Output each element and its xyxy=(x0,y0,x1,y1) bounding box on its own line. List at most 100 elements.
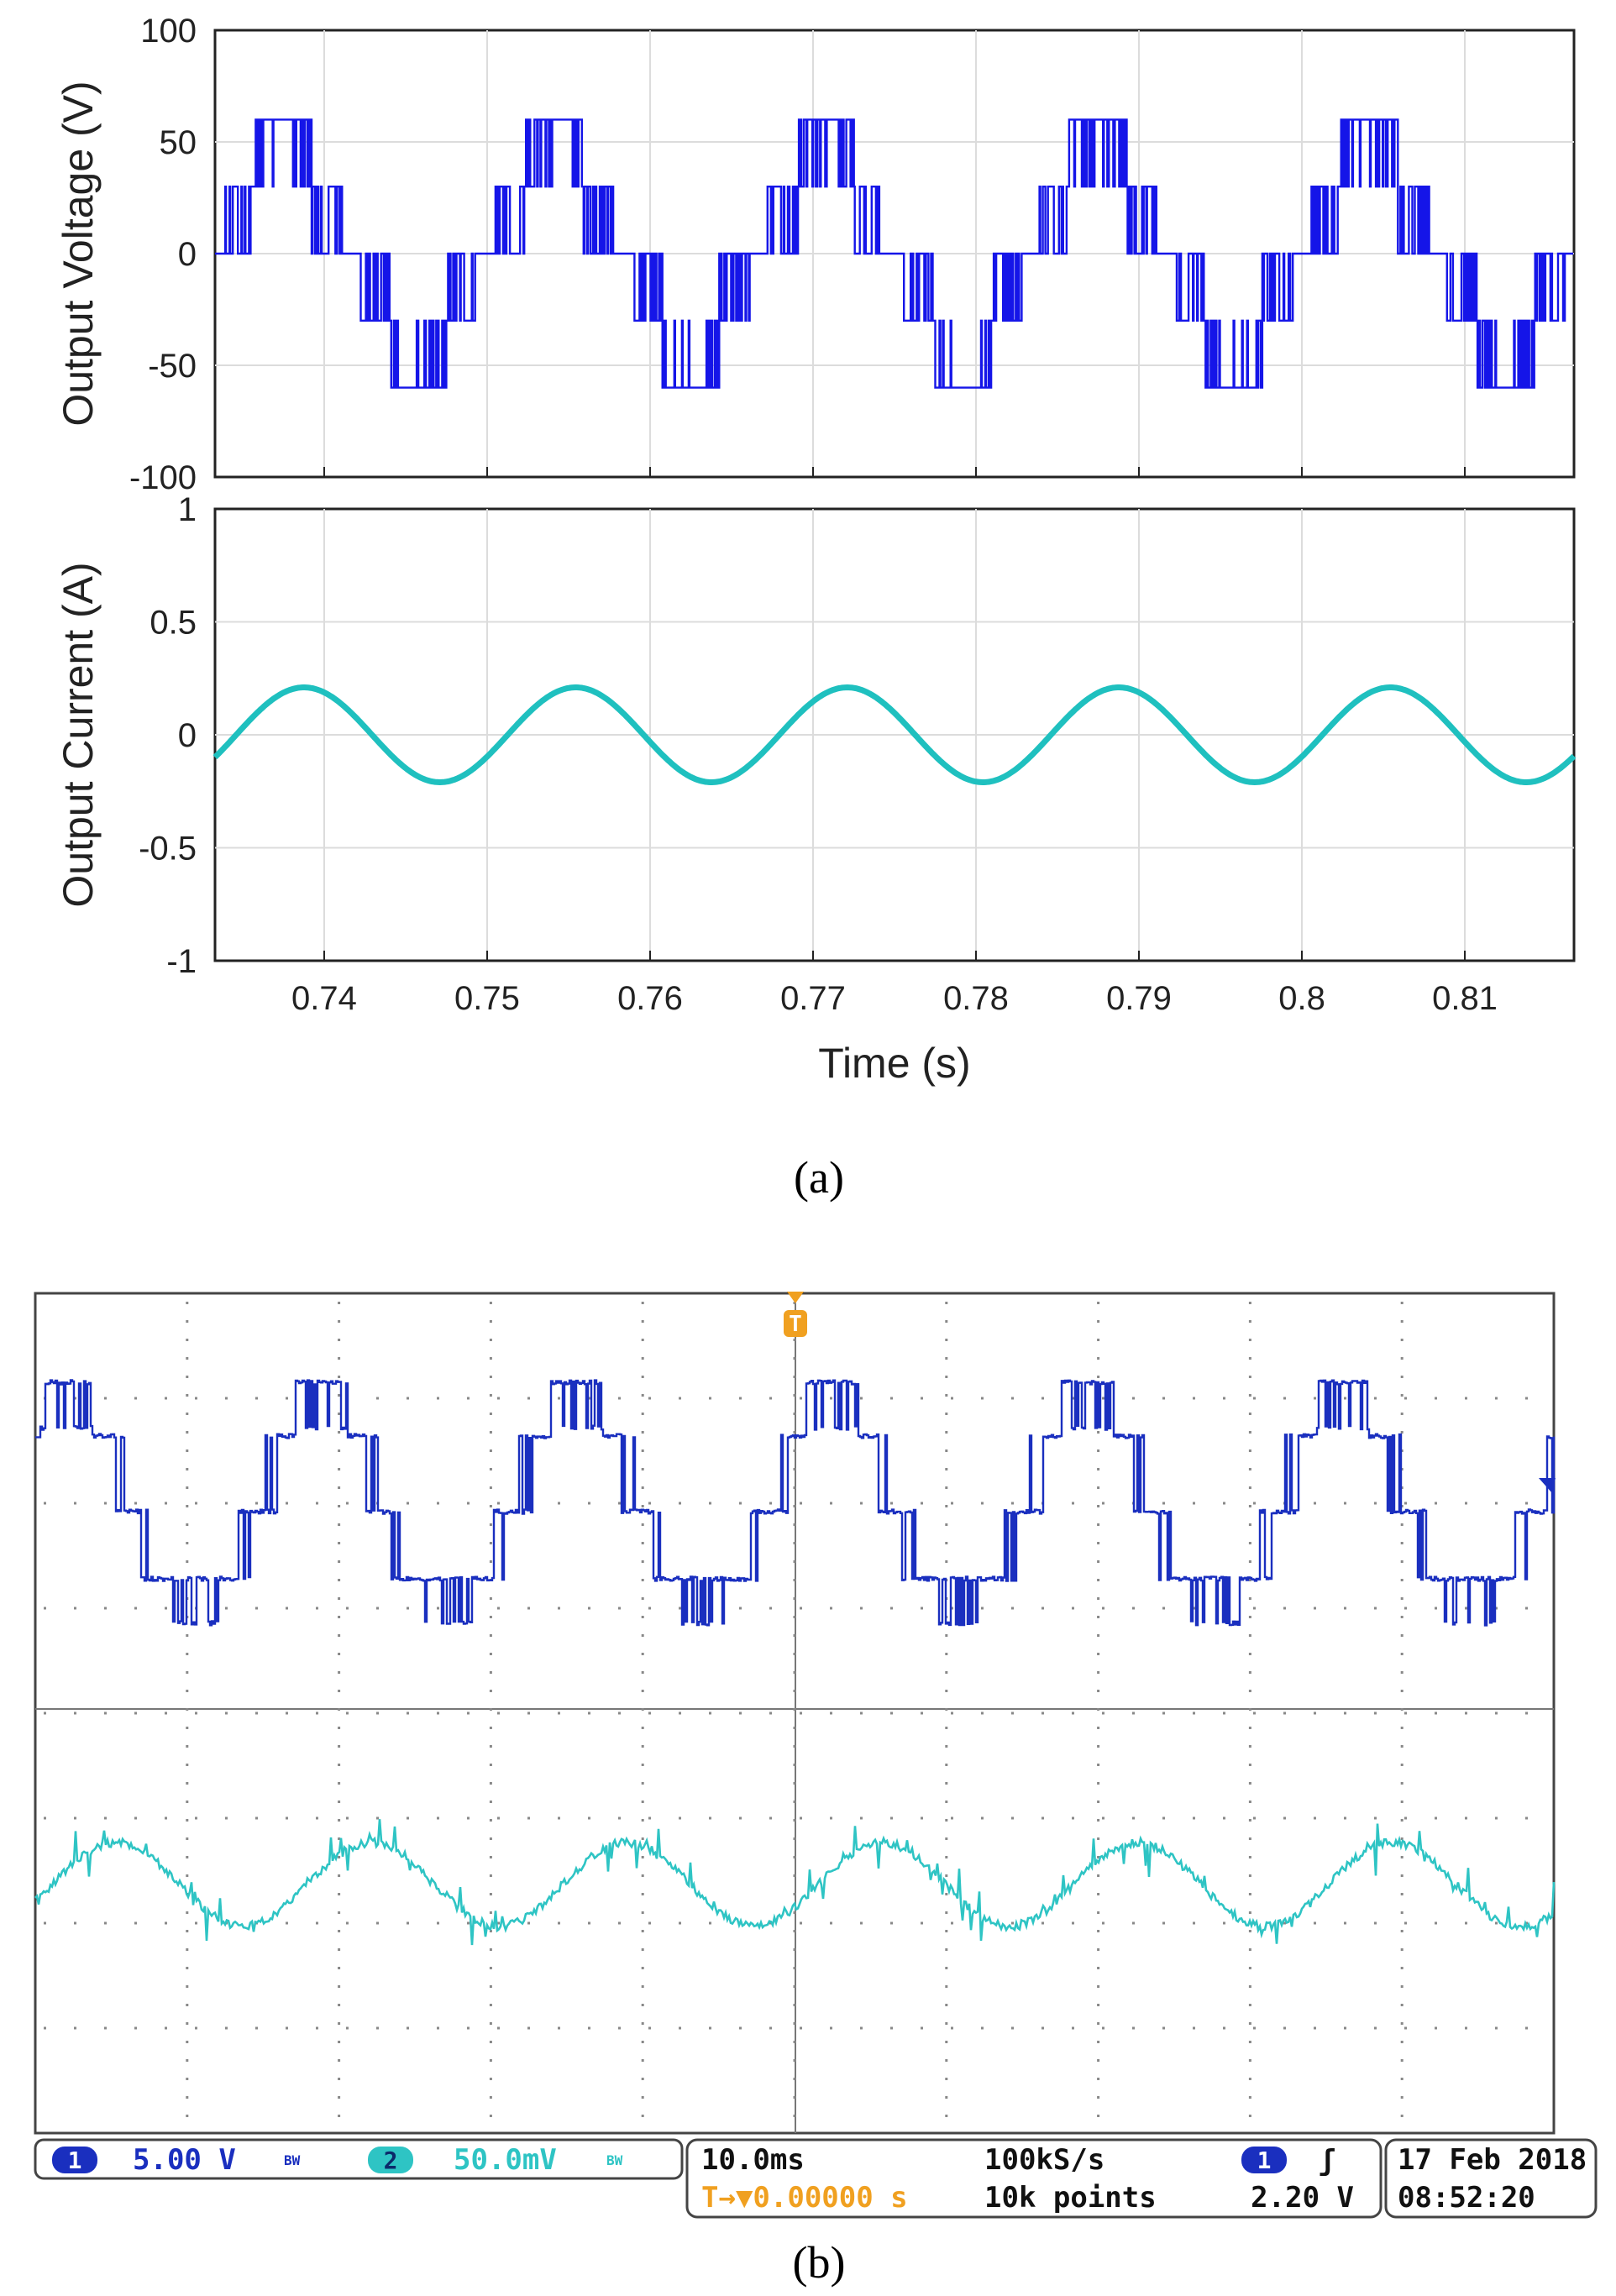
scope-grid-dot xyxy=(1097,1431,1100,1434)
scope-grid-dot xyxy=(945,1782,948,1785)
scope-grid-dot xyxy=(1404,1607,1407,1610)
scope-grid-dot xyxy=(1283,1921,1286,1925)
scope-grid-dot xyxy=(945,1302,948,1304)
scope-grid-dot xyxy=(489,1782,492,1785)
scope-grid-dot xyxy=(641,1616,644,1618)
scope-grid-dot xyxy=(1400,1634,1404,1637)
scope-grid-dot xyxy=(945,1727,948,1729)
scope-grid-dot xyxy=(1011,1607,1014,1610)
scope-grid-dot xyxy=(489,1394,492,1397)
scope-grid-dot xyxy=(1400,1653,1404,1655)
scope-grid-dot xyxy=(945,1449,948,1452)
scope-grid-dot xyxy=(1314,2026,1316,2030)
scope-grid-dot xyxy=(1011,1502,1014,1505)
scope-grid-dot xyxy=(1400,2078,1404,2080)
scope-grid-dot xyxy=(1097,1449,1100,1452)
scope-grid-dot xyxy=(793,1357,796,1360)
scope-grid-dot xyxy=(338,2096,341,2099)
current-x-ticks: 0.74 0.75 0.76 0.77 0.78 0.79 0.8 0.81 xyxy=(291,980,1498,1017)
scope-grid-dot xyxy=(407,1607,409,1610)
scope-grid-dot xyxy=(338,1893,341,1895)
scope-grid-dot xyxy=(981,1502,984,1505)
scope-grid-dot xyxy=(618,1607,621,1610)
scope-grid-dot xyxy=(338,1523,341,1526)
scope-grid-dot xyxy=(641,1985,644,1988)
scope-grid-dot xyxy=(793,1948,796,1951)
scope-grid-dot xyxy=(641,1523,644,1526)
scope-grid-dot xyxy=(1400,1616,1404,1618)
scope-grid-dot xyxy=(467,1502,470,1505)
scope-grid-dot xyxy=(793,1560,796,1563)
scope-grid-dot xyxy=(44,1607,46,1610)
scope-grid-dot xyxy=(951,1607,953,1610)
scope-grid-dot xyxy=(641,1413,644,1415)
scope-grid-dot xyxy=(489,1376,492,1378)
scope-grid-dot xyxy=(186,2096,189,2099)
scope-grid-dot xyxy=(641,1653,644,1655)
scope-grid-dot xyxy=(945,1413,948,1415)
scope-grid-dot xyxy=(945,1339,948,1341)
scope-grid-dot xyxy=(1248,1413,1251,1415)
scope-grid-dot xyxy=(679,1502,681,1505)
scope-grid-dot xyxy=(1525,1712,1528,1715)
scope-grid-dot xyxy=(489,1560,492,1563)
scope-grid-dot xyxy=(793,1856,796,1858)
scope-grid-dot xyxy=(1248,1505,1251,1507)
ch1-bw: BW xyxy=(284,2152,301,2168)
scope-grid-dot xyxy=(1495,1502,1498,1505)
scope-grid-dot xyxy=(945,2041,948,2043)
scope-grid-dot xyxy=(1400,1376,1404,1378)
scope-grid-dot xyxy=(1193,1921,1195,1925)
scope-grid-dot xyxy=(1314,1816,1316,1820)
scope-grid-dot xyxy=(1162,1816,1165,1820)
scope-grid-dot xyxy=(338,1634,341,1637)
scope-grid-dot xyxy=(641,1819,644,1822)
scope-grid-dot xyxy=(407,1712,409,1715)
scope-grid-dot xyxy=(1525,2026,1528,2030)
scope-grid-dot xyxy=(74,1712,76,1715)
scope-grid-dot xyxy=(945,1801,948,1803)
scope-grid-dot xyxy=(793,1874,796,1877)
scope-grid-dot xyxy=(1132,1607,1135,1610)
scope-grid-dot xyxy=(1374,1502,1377,1505)
ch1-scale: 5.00 V xyxy=(133,2143,236,2177)
scope-grid-dot xyxy=(376,1712,379,1715)
scope-grid-dot xyxy=(951,1712,953,1715)
scope-grid-dot xyxy=(489,1819,492,1822)
scope-grid-dot xyxy=(1102,1502,1104,1505)
scope-grid-dot xyxy=(793,1302,796,1304)
scope-grid-dot xyxy=(1162,1607,1165,1610)
scope-grid-dot xyxy=(1344,1607,1346,1610)
current-y-tick-label: 0.5 xyxy=(150,605,197,642)
scope-grid-dot xyxy=(1248,1893,1251,1895)
scope-grid-dot xyxy=(618,2026,621,2030)
scope-grid-dot xyxy=(186,1801,189,1803)
scope-grid-dot xyxy=(1097,1671,1100,1674)
scope-grid-dot xyxy=(1400,2115,1404,2117)
scope-grid-dot xyxy=(1400,2096,1404,2099)
scope-grid-dot xyxy=(1097,1967,1100,1969)
scope-grid-dot xyxy=(346,1607,349,1610)
voltage-y-tick-label: 100 xyxy=(140,13,197,50)
scope-grid-dot xyxy=(1374,1921,1377,1925)
scope-grid-dot xyxy=(1435,1607,1437,1610)
scope-grid-dot xyxy=(641,1431,644,1434)
scope-grid-dot xyxy=(316,1921,318,1925)
scope-grid-dot xyxy=(890,1921,893,1925)
scope-grid-dot xyxy=(1097,2078,1100,2080)
scope-grid-dot xyxy=(186,1671,189,1674)
scope-grid-dot xyxy=(195,1712,197,1715)
scope-grid-dot xyxy=(588,1502,590,1505)
scope-grid-dot xyxy=(489,1468,492,1470)
scope-grid-dot xyxy=(1465,1607,1467,1610)
scope-grid-dot xyxy=(1400,1874,1404,1877)
scope-grid-dot xyxy=(1248,1376,1251,1378)
scope-grid-dot xyxy=(1097,1597,1100,1600)
scope-grid-dot xyxy=(641,1837,644,1840)
scope-grid-dot xyxy=(489,1486,492,1489)
scope-grid-dot xyxy=(945,2059,948,2062)
voltage-series-line xyxy=(215,118,1574,389)
scope-grid-dot xyxy=(1344,1397,1346,1400)
scope-grid-dot xyxy=(679,1921,681,1925)
scope-grid-dot xyxy=(679,2026,681,2030)
